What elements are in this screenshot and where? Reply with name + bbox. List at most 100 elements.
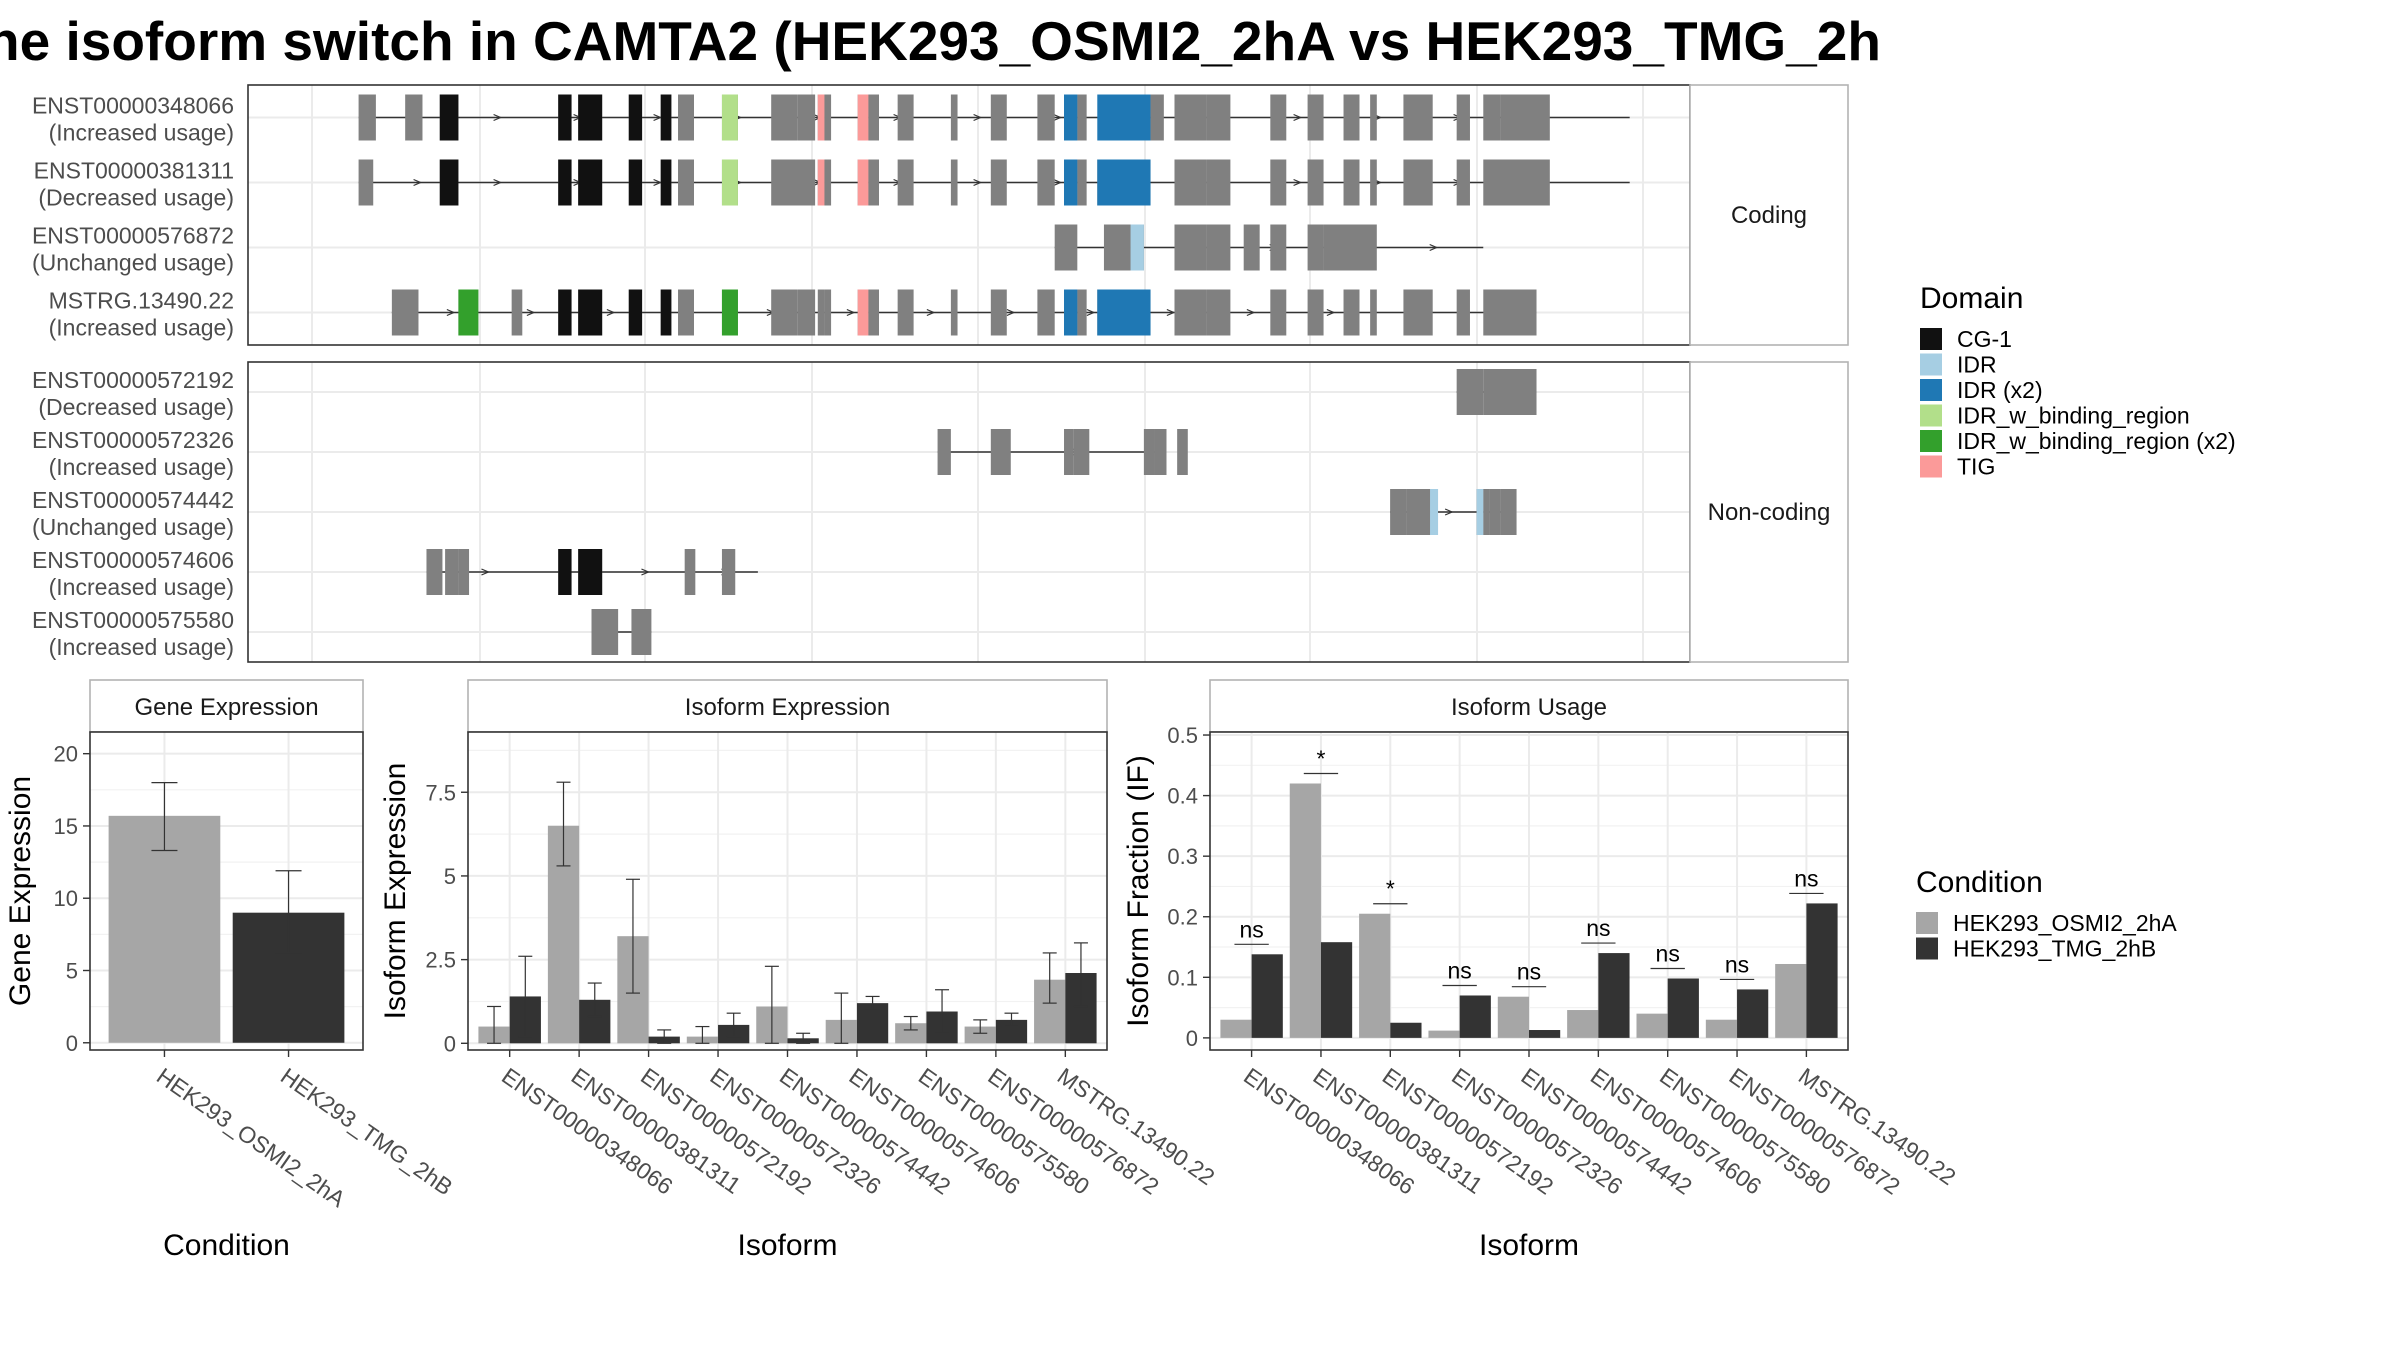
exon-block	[1037, 159, 1055, 206]
exon-block	[824, 289, 832, 336]
bar	[1428, 1030, 1460, 1038]
bar	[1567, 1010, 1599, 1038]
x-axis-title: Condition	[163, 1229, 290, 1262]
domain-block	[1097, 289, 1151, 336]
exon-block	[1406, 489, 1431, 535]
exon-block	[1489, 489, 1501, 535]
transcript-row	[1456, 369, 1537, 415]
strand-arrow	[1053, 178, 1063, 187]
bar	[1459, 995, 1491, 1038]
exon-block	[1064, 429, 1074, 475]
structure-panel-0: ENST00000348066(Increased usage)ENST0000…	[32, 84, 1849, 346]
y-tick-label: 5	[444, 864, 456, 889]
domain-block	[1476, 489, 1484, 535]
strand-arrow	[1429, 243, 1439, 252]
bar	[1737, 989, 1769, 1038]
y-tick-label: 0	[66, 1031, 78, 1056]
legend-key	[1920, 328, 1942, 350]
domain-block	[721, 94, 738, 141]
facet-strip	[89, 679, 364, 733]
domain-block	[1064, 94, 1078, 141]
legend-item-label: IDR_w_binding_region (x2)	[1957, 428, 2236, 454]
exon-block	[897, 94, 914, 141]
exon-block	[1483, 369, 1537, 415]
transcript-id-label: ENST00000572326	[32, 427, 234, 453]
exon-block	[937, 429, 951, 475]
strand-arrow	[653, 113, 663, 122]
exon-block	[678, 94, 694, 141]
domain-block	[660, 289, 672, 336]
exon-block	[990, 429, 1011, 475]
exon-block	[1343, 289, 1360, 336]
chart-title: ne isoform switch in CAMTA2 (HEK293_OSMI…	[0, 10, 1881, 72]
exon-block	[358, 94, 376, 141]
exon-block	[1206, 289, 1231, 336]
domain-block	[817, 94, 825, 141]
strand-arrow	[493, 178, 503, 187]
exon-block	[1307, 224, 1324, 271]
domain-block	[628, 94, 643, 141]
exon-block	[1370, 289, 1377, 336]
bar	[1220, 1019, 1252, 1038]
domain-block	[458, 289, 479, 336]
y-axis-title: Gene Expression	[4, 776, 37, 1006]
bar	[1529, 1030, 1561, 1038]
exon-block	[1143, 429, 1155, 475]
exon-block	[1073, 429, 1090, 475]
exon-block	[950, 94, 958, 141]
domain-block	[558, 289, 572, 336]
legend-key	[1920, 379, 1942, 401]
significance-label: ns	[1794, 865, 1818, 891]
domain-block	[1064, 289, 1078, 336]
exon-block	[1500, 489, 1517, 535]
bar	[108, 815, 221, 1043]
transcript-status-label: (Increased usage)	[49, 634, 234, 660]
y-tick-label: 15	[54, 814, 78, 839]
exon-block	[1077, 289, 1087, 336]
domain-block	[558, 549, 572, 595]
y-tick-label: 10	[54, 886, 78, 911]
exon-block	[1483, 489, 1490, 535]
exon-block	[771, 159, 816, 206]
legend-item-label: HEK293_TMG_2hB	[1953, 936, 2156, 962]
exon-block	[1150, 94, 1164, 141]
transcript-row	[1054, 224, 1484, 271]
exon-block	[458, 549, 470, 595]
strand-arrow	[1246, 308, 1256, 317]
domain-block	[628, 159, 643, 206]
exon-block	[1206, 159, 1231, 206]
transcript-id-label: ENST00000381311	[34, 158, 234, 184]
bar	[1251, 954, 1283, 1038]
exon-block	[1270, 224, 1287, 271]
exon-block	[1403, 159, 1433, 206]
exon-block	[1270, 159, 1287, 206]
exon-block	[1370, 94, 1377, 141]
exon-block	[1323, 224, 1377, 271]
strand-arrow	[846, 308, 856, 317]
exon-block	[405, 94, 423, 141]
exon-block	[1483, 94, 1501, 141]
exon-block	[1103, 224, 1131, 271]
exon-block	[897, 289, 914, 336]
facet-strip-label: Isoform Usage	[1451, 694, 1607, 721]
exon-block	[1403, 94, 1433, 141]
facet-strip-label: Non-coding	[1708, 499, 1831, 526]
legend-item-label: IDR_w_binding_region	[1957, 403, 2190, 429]
exon-block	[1483, 289, 1537, 336]
y-tick-label: 0.4	[1167, 784, 1198, 809]
bar	[1598, 953, 1630, 1038]
transcript-row	[591, 609, 652, 655]
transcript-id-label: ENST00000574606	[32, 547, 234, 573]
exon-block	[721, 549, 736, 595]
facet-strip	[467, 679, 1108, 733]
domain-block	[721, 159, 738, 206]
facet-strip	[1689, 84, 1849, 346]
bar	[995, 1019, 1028, 1044]
facet-strip	[1209, 679, 1849, 733]
strand-arrow	[1293, 113, 1303, 122]
legend-key	[1916, 912, 1938, 934]
transcript-row	[358, 94, 1630, 141]
exon-block	[358, 159, 374, 206]
exon-block	[1174, 224, 1207, 271]
